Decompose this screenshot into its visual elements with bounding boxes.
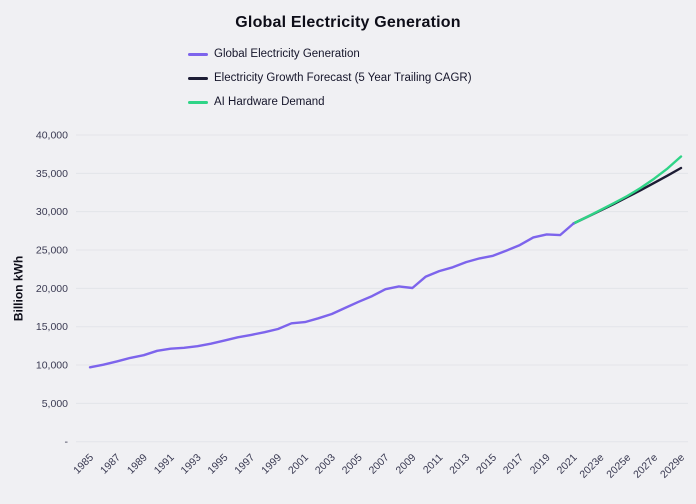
x-tick-label: 1999 (259, 452, 284, 477)
legend-label: AI Hardware Demand (214, 96, 325, 108)
y-tick-label: 35,000 (36, 168, 68, 180)
legend: Global Electricity Generation Electricit… (188, 42, 472, 114)
x-tick-label: 2027e (631, 452, 660, 481)
x-tick-label: 1987 (98, 452, 123, 477)
x-tick-label: 2009 (393, 452, 418, 477)
legend-item-global-electricity: Global Electricity Generation (188, 42, 472, 66)
legend-line-swatch-icon (188, 52, 208, 56)
x-tick-label: 1989 (125, 452, 150, 477)
y-tick-label: 30,000 (36, 206, 68, 218)
series-line-global-electricity-generation (88, 222, 575, 369)
x-tick-label: 2001 (286, 452, 311, 477)
y-tick-labels: - 5,000 10,000 15,000 20,000 25,000 30,000 35,0… (36, 130, 69, 449)
legend-line-swatch-icon (188, 76, 208, 80)
y-tick-label: 15,000 (36, 321, 68, 333)
legend-item-growth-forecast: Electricity Growth Forecast (5 Year Trai… (188, 66, 472, 90)
y-gridlines (76, 134, 688, 443)
x-tick-label: 2015 (474, 452, 499, 477)
x-tick-label: 2023e (577, 452, 606, 481)
x-tick-label: 1985 (71, 452, 96, 477)
y-tick-label: 10,000 (36, 360, 68, 372)
series-line-ai-hardware-demand (572, 155, 683, 225)
x-tick-label: 2013 (447, 452, 472, 477)
x-tick-labels: 1985 1987 1989 1991 1993 1995 1997 1999 2001 2003… (71, 452, 687, 481)
legend-label: Electricity Growth Forecast (5 Year Trai… (214, 72, 472, 84)
chart-title: Global Electricity Generation (235, 14, 461, 31)
x-tick-label: 2007 (367, 452, 392, 477)
legend-item-ai-hardware-demand: AI Hardware Demand (188, 90, 472, 114)
x-tick-label: 2025e (604, 452, 633, 481)
y-tick-label: 25,000 (36, 245, 68, 257)
x-tick-label: 2019 (528, 452, 553, 477)
x-tick-label: 1997 (232, 452, 257, 477)
x-tick-label: 2011 (421, 452, 446, 477)
y-tick-label: 40,000 (36, 130, 68, 142)
y-tick-label: 20,000 (36, 283, 68, 295)
legend-label: Global Electricity Generation (214, 48, 360, 60)
x-tick-label: 1995 (205, 452, 230, 477)
x-tick-label: 2003 (313, 452, 338, 477)
y-tick-label: - (65, 436, 69, 448)
x-tick-label: 1993 (179, 452, 204, 477)
x-tick-label: 2021 (555, 452, 580, 477)
x-tick-label: 2017 (501, 452, 526, 477)
x-tick-label: 2029e (658, 452, 687, 481)
x-tick-label: 2005 (340, 452, 365, 477)
y-tick-label: 5,000 (42, 398, 68, 410)
legend-line-swatch-icon (188, 100, 208, 104)
x-tick-label: 1991 (152, 452, 177, 477)
